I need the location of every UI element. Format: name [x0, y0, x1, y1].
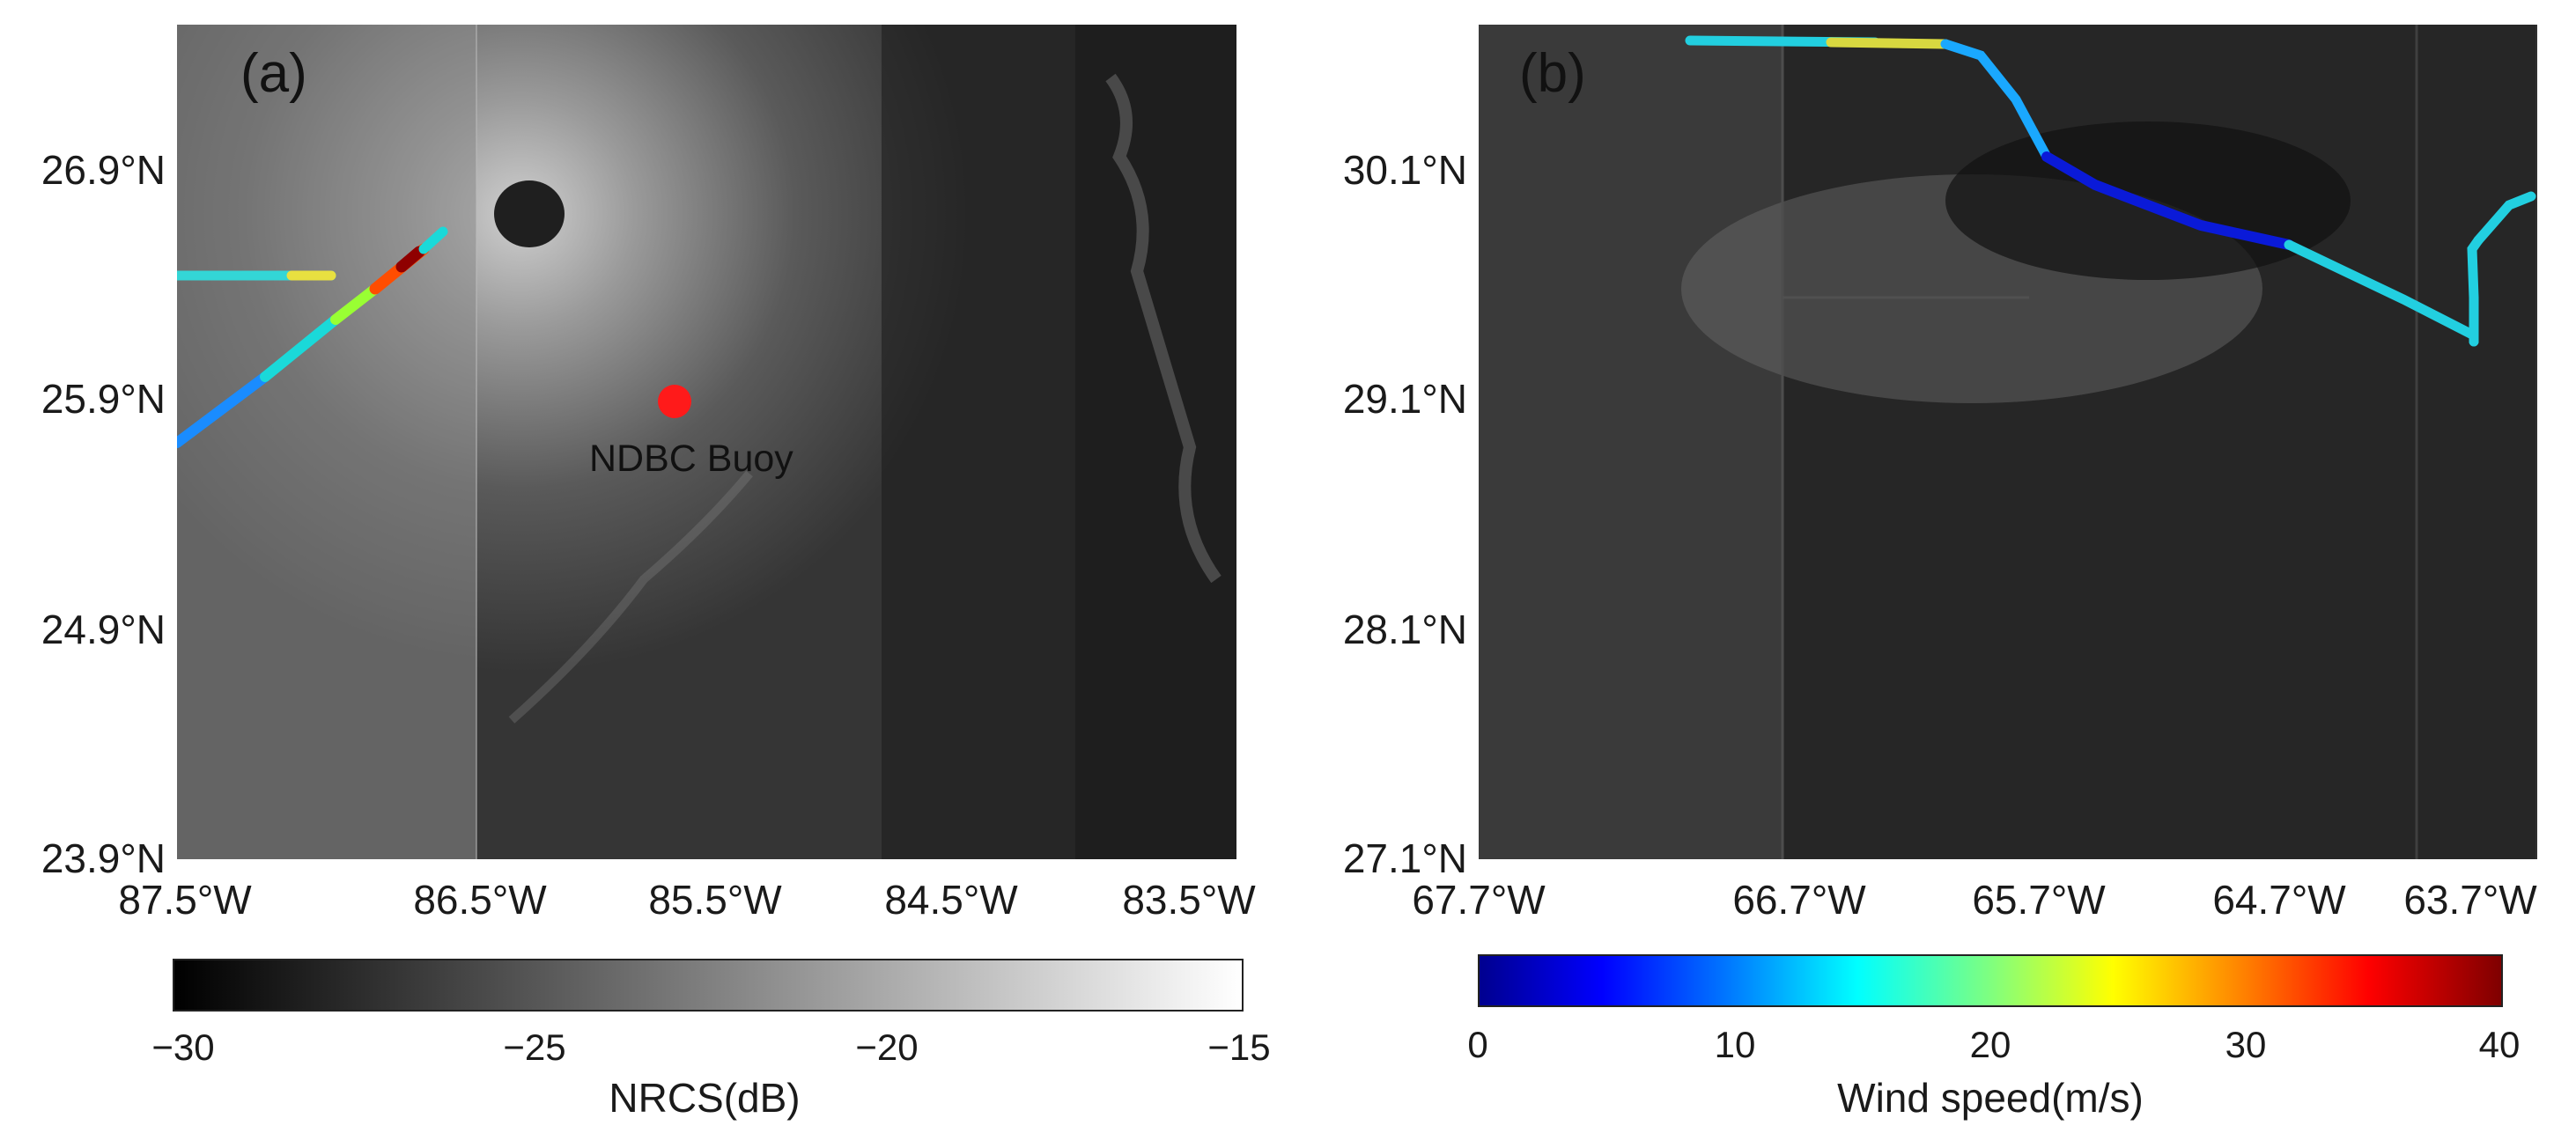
- track-b-north-leg: [2467, 235, 2484, 347]
- track-b-southeast-leg: [2284, 239, 2479, 347]
- panel-b-ytick: 27.1°N: [1342, 835, 1467, 881]
- panel-a-ytick: 23.9°N: [41, 835, 166, 881]
- panel-a-ytick: 24.9°N: [41, 607, 166, 652]
- track-a-diagonal-end: [418, 226, 448, 254]
- panel-b-xtick: 63.7°W: [2403, 877, 2537, 923]
- panel-a-label: (a): [240, 43, 307, 104]
- track-b-descent: [1940, 39, 2052, 162]
- panel-a-wind-track: [177, 226, 448, 448]
- panel-a-xtick: 83.5°W: [1122, 877, 1256, 923]
- panel-b-xtick: 64.7°W: [2212, 877, 2346, 923]
- track-b-low-wind: [2041, 151, 2294, 250]
- wind-colorbar-tick: 0: [1467, 1024, 1488, 1065]
- ndbc-buoy-label: NDBC Buoy: [589, 438, 793, 480]
- nrcs-colorbar-tick: −25: [503, 1026, 566, 1068]
- panel-a-xtick: 86.5°W: [413, 877, 547, 923]
- panel-a-buoy-layer: [658, 385, 691, 418]
- wind-colorbar-tick: 20: [1969, 1024, 2011, 1065]
- panel-a-ytick: 25.9°N: [41, 376, 166, 422]
- sar-background-b: [1479, 25, 2537, 859]
- panel-a-sar-image: (a) NDBC Buoy: [177, 25, 1236, 859]
- panel-b-xtick: 65.7°W: [1972, 877, 2106, 923]
- panel-b-wind-track: [1685, 35, 2536, 347]
- ndbc-buoy-marker: [658, 385, 691, 418]
- track-b-end-leg: [2473, 191, 2536, 246]
- nrcs-colorbar-tick: −20: [855, 1026, 919, 1068]
- track-a-diagonal-max: [395, 246, 425, 273]
- nrcs-colorbar: [173, 959, 1244, 1012]
- hurricane-eye: [494, 180, 565, 247]
- sar-background-a: [177, 25, 1236, 859]
- wind-colorbar-tick: 10: [1714, 1024, 1756, 1065]
- panel-b-label: (b): [1519, 43, 1586, 104]
- panel-b-ytick: 30.1°N: [1342, 147, 1467, 193]
- wind-colorbar-title: Wind speed(m/s): [1837, 1075, 2144, 1121]
- panel-a-xtick: 85.5°W: [648, 877, 782, 923]
- track-a-diagonal-upper: [330, 283, 380, 325]
- nrcs-colorbar-title: NRCS(dB): [609, 1075, 801, 1121]
- panel-b-xtick: 66.7°W: [1732, 877, 1866, 923]
- panel-a-xtick: 87.5°W: [118, 877, 252, 923]
- panel-b-sar-image: (b): [1479, 25, 2537, 859]
- wind-colorbar-tick: 30: [2225, 1024, 2267, 1065]
- panel-b-xtick: 67.7°W: [1412, 877, 1546, 923]
- panel-a-xtick: 84.5°W: [884, 877, 1018, 923]
- nrcs-colorbar-tick: −30: [151, 1026, 215, 1068]
- nrcs-colorbar-tick: −15: [1207, 1026, 1271, 1068]
- panel-b-ytick: 29.1°N: [1342, 376, 1467, 422]
- panel-a-ytick: 26.9°N: [41, 147, 166, 193]
- track-a-diagonal-mid: [260, 314, 341, 382]
- track-a-diagonal-low: [177, 372, 270, 448]
- wind-colorbar-tick: 40: [2478, 1024, 2521, 1065]
- panel-b-ytick: 28.1°N: [1342, 607, 1467, 652]
- track-b-top-high: [1826, 37, 1951, 49]
- wind-speed-colorbar: [1478, 954, 2503, 1007]
